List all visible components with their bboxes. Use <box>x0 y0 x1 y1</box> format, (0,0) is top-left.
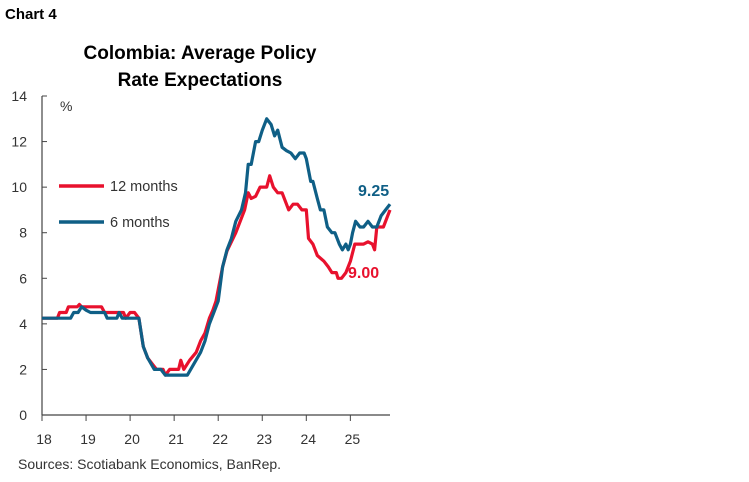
x-tick-label: 21 <box>168 431 184 447</box>
y-tick-label: 14 <box>11 88 27 104</box>
legend-label: 12 months <box>110 179 178 195</box>
x-tick-label: 25 <box>345 431 361 447</box>
y-tick-label: 6 <box>19 270 27 286</box>
x-tick-label: 19 <box>80 431 96 447</box>
x-tick-label: 22 <box>212 431 228 447</box>
y-tick-label: 2 <box>19 361 27 377</box>
chart-title-line-1: Colombia: Average Policy <box>84 43 317 64</box>
end-label-12-months: 9.00 <box>348 265 379 282</box>
y-axis-unit: % <box>60 98 72 114</box>
chart-title-line-2: Rate Expectations <box>118 70 283 91</box>
legend-label: 6 months <box>110 215 170 231</box>
series-line-12-months <box>42 174 392 377</box>
end-label-6-months: 9.25 <box>358 183 389 200</box>
y-tick-label: 12 <box>11 134 27 150</box>
x-tick-label: 23 <box>256 431 272 447</box>
x-tick-label: 24 <box>301 431 317 447</box>
y-tick-label: 10 <box>11 179 27 195</box>
x-tick-label: 18 <box>36 431 52 447</box>
x-tick-label: 20 <box>124 431 140 447</box>
y-tick-label: 4 <box>19 316 27 332</box>
y-tick-label: 8 <box>19 225 27 241</box>
series-line-6-months <box>42 117 392 377</box>
chart-label: Chart 4 <box>5 6 57 23</box>
source-note: Sources: Scotiabank Economics, BanRep. <box>18 456 281 472</box>
y-tick-label: 0 <box>19 407 27 423</box>
